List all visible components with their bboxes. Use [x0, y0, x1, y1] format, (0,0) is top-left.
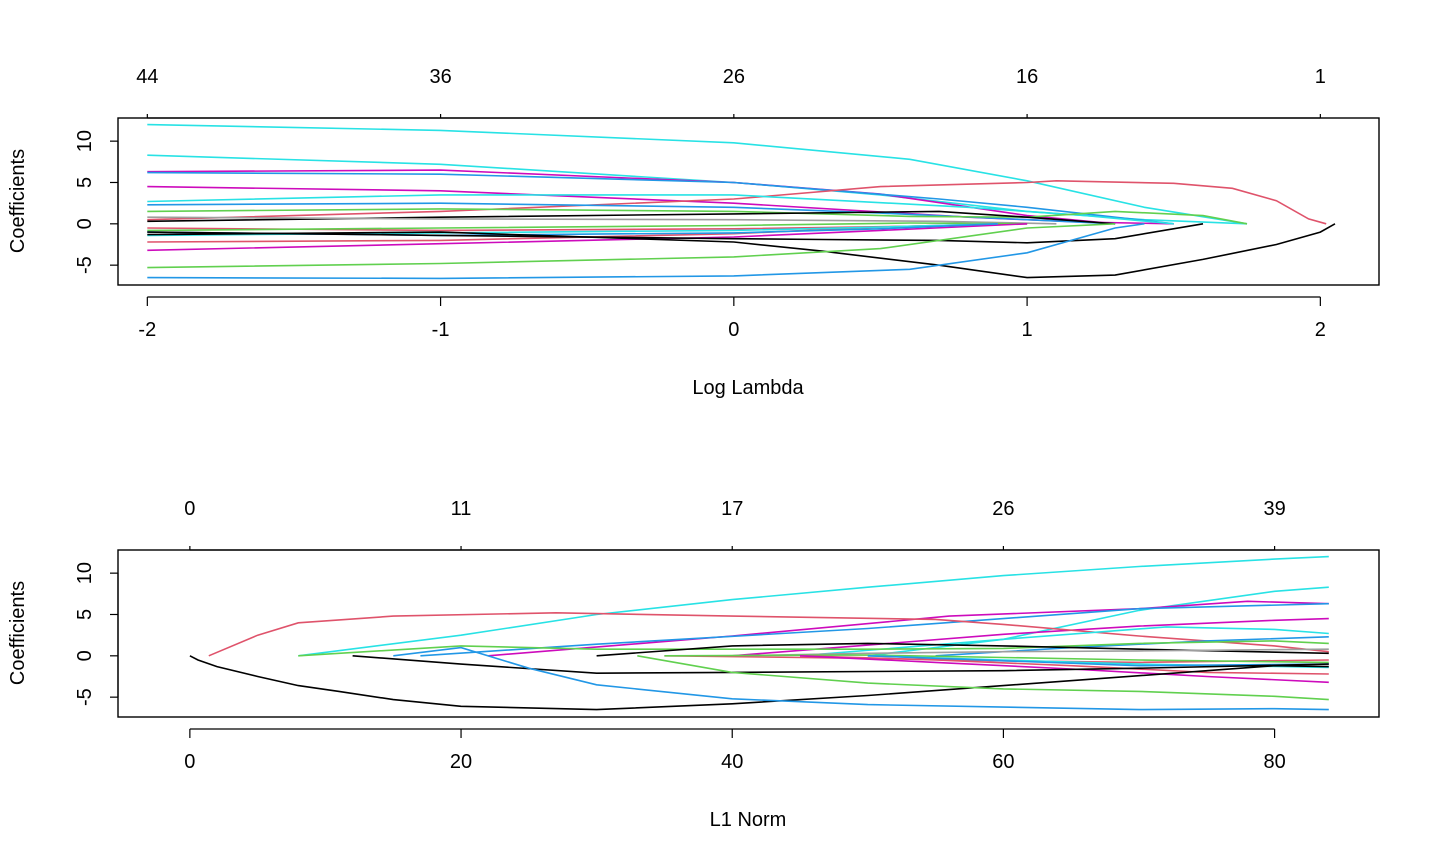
x-tick-label: 40 [721, 751, 743, 773]
top-tick-label: 16 [1016, 66, 1038, 88]
x-tick-label: 0 [728, 319, 739, 341]
series-layer [189, 555, 1329, 711]
coefficient-path-8 [147, 208, 1248, 225]
y-axis-label: Coefficients [7, 581, 29, 685]
x-tick-label: 0 [184, 751, 195, 773]
top-tick-label: 36 [429, 66, 451, 88]
series-layer [147, 123, 1336, 280]
l1-norm-panel: 0 20 40 60 80 0 11 17 26 39 -5 0 5 10 L1 Norm Coeff… [7, 498, 1380, 831]
y-axis: -5 0 5 10 [74, 562, 119, 706]
y-axis: -5 0 5 10 [74, 130, 119, 274]
coefficient-path-18 [189, 655, 1329, 711]
coefficient-path-5 [147, 179, 1327, 225]
top-tick-label: 0 [184, 498, 195, 520]
y-tick-label: 10 [74, 562, 96, 584]
x-tick-label: -1 [432, 319, 450, 341]
x-tick-label: 2 [1315, 319, 1326, 341]
coefficient-path-17 [352, 655, 1329, 675]
y-tick-label: 0 [74, 650, 96, 661]
x-axis: -2 -1 0 1 2 [138, 296, 1326, 341]
coefficient-path-20 [147, 223, 1145, 280]
x-tick-label: 80 [1263, 751, 1285, 773]
coefficient-path-19 [637, 655, 1329, 701]
y-tick-label: -5 [74, 688, 96, 706]
x-tick-label: 20 [450, 751, 472, 773]
y-tick-label: 5 [74, 609, 96, 620]
coefficient-path-12 [147, 222, 1028, 232]
coefficient-path-19 [147, 223, 1116, 269]
y-axis-label: Coefficients [7, 149, 29, 253]
plot-frame [117, 117, 1380, 286]
y-tick-label: 5 [74, 177, 96, 188]
y-tick-label: 0 [74, 218, 96, 229]
coefficient-path-10 [732, 648, 1329, 657]
coefficient-path-14 [147, 223, 1028, 252]
x-axis-label: L1 Norm [710, 809, 787, 831]
coefficient-path-20 [393, 646, 1329, 711]
top-axis: 0 11 17 26 39 [184, 498, 1286, 551]
coefficient-path-0 [298, 555, 1329, 657]
coefficient-path-12 [664, 654, 1329, 664]
top-tick-label: 26 [992, 498, 1014, 520]
coefficient-path-0 [147, 123, 1248, 225]
coefficient-path-4 [732, 617, 1329, 657]
coefficient-path-7 [147, 202, 1116, 225]
y-tick-label: 10 [74, 130, 96, 152]
x-tick-label: -2 [138, 319, 156, 341]
coefficient-path-10 [147, 216, 1057, 225]
top-tick-label: 17 [721, 498, 743, 520]
coefficient-path-16 [867, 655, 1329, 667]
top-tick-label: 44 [136, 66, 158, 88]
coefficient-path-13 [799, 655, 1329, 675]
x-axis: 0 20 40 60 80 [184, 728, 1286, 773]
plot-frame [117, 549, 1380, 718]
top-tick-label: 39 [1263, 498, 1285, 520]
coefficient-path-18 [147, 223, 1336, 279]
x-axis-label: Log Lambda [692, 377, 804, 399]
coefficient-path-5 [208, 611, 1329, 657]
coefficient-path-6 [147, 194, 1174, 225]
x-tick-label: 60 [992, 751, 1014, 773]
coefficient-path-8 [298, 640, 1329, 657]
top-axis: 44 36 26 16 1 [136, 66, 1326, 119]
log-lambda-panel: -2 -1 0 1 2 44 36 26 16 1 -5 0 5 10 Log Lambda Coef… [7, 66, 1380, 399]
x-tick-label: 1 [1022, 319, 1033, 341]
y-tick-label: -5 [74, 256, 96, 274]
top-tick-label: 11 [451, 498, 472, 520]
coefficient-path-17 [147, 223, 1204, 244]
top-tick-label: 1 [1315, 66, 1326, 88]
top-tick-label: 26 [723, 66, 745, 88]
